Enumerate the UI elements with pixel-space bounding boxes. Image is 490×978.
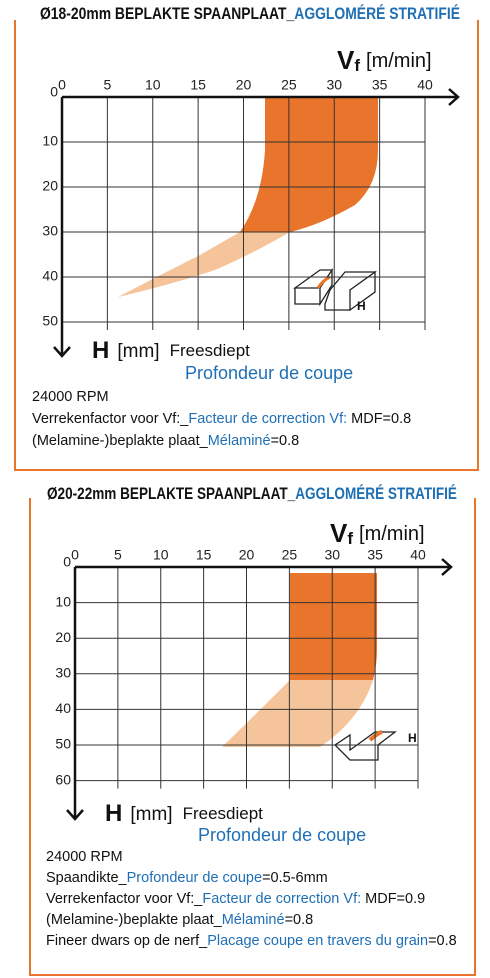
note-part: 24000 RPM	[32, 389, 109, 405]
y-axis	[53, 97, 71, 358]
title-fr: AGGLOMÉRÉ STRATIFIÉ	[294, 4, 460, 23]
light-region	[222, 680, 373, 747]
x-tick-label: 15	[190, 77, 206, 93]
note-part: MDF=0.8	[347, 411, 411, 427]
note-part: =0.8	[271, 433, 300, 449]
x-tick-label: 10	[145, 77, 161, 93]
x-tick-label: 20	[239, 547, 255, 563]
dark-region	[290, 573, 377, 680]
axis-name-fr: Profondeur de coupe	[198, 825, 366, 845]
note-line: (Melamine-)beplakte plaat_Mélaminé=0.8	[46, 912, 313, 928]
note-part: Mélaminé	[222, 912, 285, 928]
y-tick-label: 40	[42, 268, 58, 284]
title-nl: Ø20-22mm BEPLAKTE SPAANPLAAT_	[47, 484, 296, 503]
note-part: Profondeur de coupe	[127, 870, 262, 886]
note-line: Spaandikte_Profondeur de coupe=0.5-6mm	[46, 870, 328, 886]
x-axis-label: Vf [m/min]	[337, 45, 432, 76]
panel-frame	[14, 20, 479, 471]
note-line: Fineer dwars op de nerf_Placage coupe en…	[46, 933, 457, 949]
note-part: Facteur de correction Vf:	[188, 411, 347, 427]
note-part: Mélaminé	[208, 433, 271, 449]
x-tick-label: 5	[103, 77, 111, 93]
light-region	[118, 232, 290, 297]
x-tick-label: 10	[153, 547, 169, 563]
axis-unit: [mm]	[117, 341, 159, 362]
x-axis-label: Vf [m/min]	[330, 518, 425, 549]
x-tick-label: 25	[281, 77, 297, 93]
x-tick-label: 5	[114, 547, 122, 563]
x-tick-label: 0	[58, 77, 66, 93]
axis-symbol: V	[337, 45, 355, 75]
y-tick-label: 20	[55, 629, 71, 645]
y-tick-label: 0	[50, 84, 58, 100]
y-tick-label: 10	[55, 593, 71, 609]
axis-symbol: H	[92, 337, 109, 364]
icon-label: H	[357, 299, 366, 313]
x-tick-label: 20	[236, 77, 252, 93]
y-tick-label: 20	[42, 178, 58, 194]
y-tick-label: 50	[42, 313, 58, 329]
title-fr: AGGLOMÉRÉ STRATIFIÉ	[295, 484, 457, 503]
note-part: =0.8	[428, 933, 457, 949]
x-axis	[75, 558, 453, 576]
workpiece-icon	[292, 267, 378, 312]
panel-frame	[29, 498, 476, 976]
y-tick-label: 0	[63, 554, 71, 570]
x-tick-label: 25	[282, 547, 298, 563]
axis-unit: [m/min]	[366, 50, 432, 72]
x-tick-label: 35	[372, 77, 388, 93]
y-axis-label: H [mm] Freesdiept	[105, 800, 263, 827]
note-part: Verrekenfactor voor Vf:_	[46, 891, 203, 907]
note-line: 24000 RPM	[46, 849, 123, 865]
x-tick-label: 30	[326, 77, 342, 93]
note-line: (Melamine-)beplakte plaat_Mélaminé=0.8	[32, 433, 299, 449]
y-tick-label: 30	[55, 665, 71, 681]
y-tick-label: 30	[42, 223, 58, 239]
axis-subscript: f	[347, 529, 353, 548]
y-tick-label: 40	[55, 700, 71, 716]
note-part: 24000 RPM	[46, 849, 123, 865]
axis-symbol: V	[330, 518, 348, 548]
axis-name: Freesdiept	[183, 804, 264, 823]
x-tick-label: 30	[324, 547, 340, 563]
icon-label: H	[408, 731, 417, 745]
axis-name-fr: Profondeur de coupe	[185, 363, 353, 383]
note-line: Verrekenfactor voor Vf:_Facteur de corre…	[46, 891, 425, 907]
y-axis	[66, 567, 84, 821]
dark-region	[240, 97, 378, 232]
note-part: =0.8	[285, 912, 314, 928]
x-tick-label: 40	[410, 547, 426, 563]
note-part: Spaandikte_	[46, 870, 128, 886]
axis-unit: [m/min]	[359, 523, 425, 545]
note-part: Placage coupe en travers du grain	[207, 933, 428, 949]
axis-name: Freesdiept	[170, 341, 251, 360]
axis-symbol: H	[105, 800, 122, 827]
title-nl: Ø18-20mm BEPLAKTE SPAANPLAAT_	[40, 4, 295, 23]
y-tick-label: 60	[55, 771, 71, 787]
note-part: Fineer dwars op de nerf_	[46, 933, 208, 949]
x-tick-label: 15	[196, 547, 212, 563]
x-tick-label: 35	[367, 547, 383, 563]
y-tick-label: 10	[42, 133, 58, 149]
axis-subscript: f	[354, 56, 360, 75]
panel-title: Ø20-22mm BEPLAKTE SPAANPLAAT_AGGLOMÉRÉ S…	[47, 484, 457, 503]
x-axis	[62, 88, 460, 106]
panel-title: Ø18-20mm BEPLAKTE SPAANPLAAT_AGGLOMÉRÉ S…	[40, 4, 460, 23]
note-line: Verrekenfactor voor Vf:_Facteur de corre…	[32, 411, 411, 427]
note-part: (Melamine-)beplakte plaat_	[32, 433, 209, 449]
note-part: Verrekenfactor voor Vf:_	[32, 411, 189, 427]
y-axis-label: H [mm] Freesdiept	[92, 337, 250, 364]
axis-unit: [mm]	[130, 804, 172, 825]
y-tick-label: 50	[55, 736, 71, 752]
x-tick-label: 40	[417, 77, 433, 93]
x-tick-label: 0	[71, 547, 79, 563]
workpiece-icon	[333, 730, 397, 761]
note-line: 24000 RPM	[32, 389, 109, 405]
note-part: =0.5-6mm	[262, 870, 328, 886]
note-part: MDF=0.9	[361, 891, 425, 907]
note-part: (Melamine-)beplakte plaat_	[46, 912, 223, 928]
note-part: Facteur de correction Vf:	[202, 891, 361, 907]
